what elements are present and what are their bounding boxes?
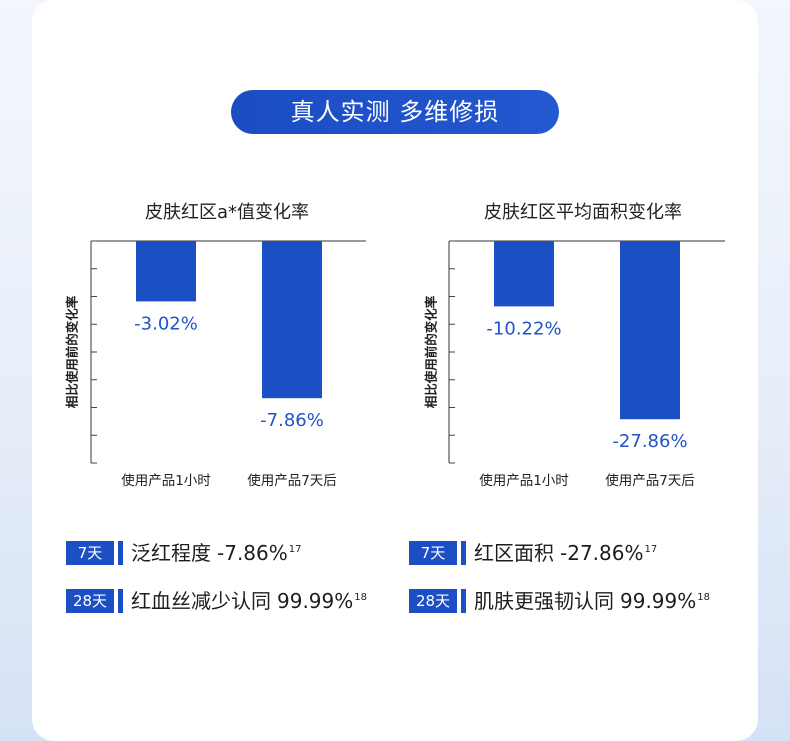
result-row-right-1: 7天 红区面积 -27.86%17 bbox=[409, 541, 739, 565]
x-tick-label-2: 使用产品7天后 bbox=[247, 472, 337, 489]
footnote-ref: 18 bbox=[697, 592, 710, 604]
section-title-pill: 真人实测 多维修损 bbox=[231, 90, 559, 134]
duration-badge: 28天 bbox=[409, 589, 457, 613]
bar-1 bbox=[136, 241, 196, 302]
footnote-ref: 18 bbox=[354, 592, 367, 604]
data-label-1: -3.02% bbox=[134, 313, 198, 334]
y-axis-label: 相比使用前的变化率 bbox=[424, 295, 439, 408]
result-text: 肌肤更强韧认同 99.99%18 bbox=[474, 586, 710, 616]
result-label: 泛红程度 bbox=[131, 541, 211, 565]
y-axis-label: 相比使用前的变化率 bbox=[65, 295, 80, 408]
badge-accent-bar bbox=[461, 589, 466, 613]
bar-2 bbox=[620, 241, 680, 420]
result-row-right-2: 28天 肌肤更强韧认同 99.99%18 bbox=[409, 589, 739, 613]
duration-badge: 7天 bbox=[66, 541, 114, 565]
result-text: 泛红程度 -7.86%17 bbox=[131, 538, 302, 568]
result-label: 红区面积 bbox=[474, 541, 554, 565]
result-row-left-1: 7天 泛红程度 -7.86%17 bbox=[66, 541, 396, 565]
footnote-ref: 17 bbox=[644, 544, 658, 556]
badge-accent-bar bbox=[118, 541, 123, 565]
chart-right: 相比使用前的变化率 -10.22% 使用产品1小时 -27.86% 使用产品7天后 bbox=[424, 240, 725, 489]
duration-badge: 7天 bbox=[409, 541, 457, 565]
badge-accent-bar bbox=[461, 541, 466, 565]
x-tick-label-2: 使用产品7天后 bbox=[605, 472, 695, 489]
bar-2 bbox=[262, 241, 322, 399]
chart-title-left: 皮肤红区a*值变化率 bbox=[144, 202, 310, 223]
result-value: -27.86% bbox=[560, 541, 644, 565]
bar-1 bbox=[494, 241, 554, 307]
footnote-ref: 17 bbox=[288, 544, 302, 556]
result-row-left-2: 28天 红血丝减少认同 99.99%18 bbox=[66, 589, 396, 613]
x-tick-label-1: 使用产品1小时 bbox=[121, 472, 211, 489]
result-label: 红血丝减少认同 bbox=[131, 589, 271, 613]
result-value: -7.86% bbox=[217, 541, 288, 565]
x-tick-label-1: 使用产品1小时 bbox=[479, 472, 569, 489]
result-text: 红区面积 -27.86%17 bbox=[474, 538, 657, 568]
duration-badge: 28天 bbox=[66, 589, 114, 613]
data-label-1: -10.22% bbox=[486, 318, 561, 339]
section-title: 真人实测 多维修损 bbox=[290, 98, 500, 126]
result-label: 肌肤更强韧认同 bbox=[474, 589, 614, 613]
badge-accent-bar bbox=[118, 589, 123, 613]
data-label-2: -7.86% bbox=[260, 410, 324, 431]
result-value: 99.99% bbox=[277, 589, 354, 613]
chart-title-right: 皮肤红区平均面积变化率 bbox=[484, 202, 682, 223]
result-value: 99.99% bbox=[620, 589, 697, 613]
result-text: 红血丝减少认同 99.99%18 bbox=[131, 586, 367, 616]
data-label-2: -27.86% bbox=[612, 431, 687, 452]
chart-left: 相比使用前的变化率 -3.02% 使用产品1小时 -7.86% 使用产品7天后 bbox=[65, 240, 366, 489]
